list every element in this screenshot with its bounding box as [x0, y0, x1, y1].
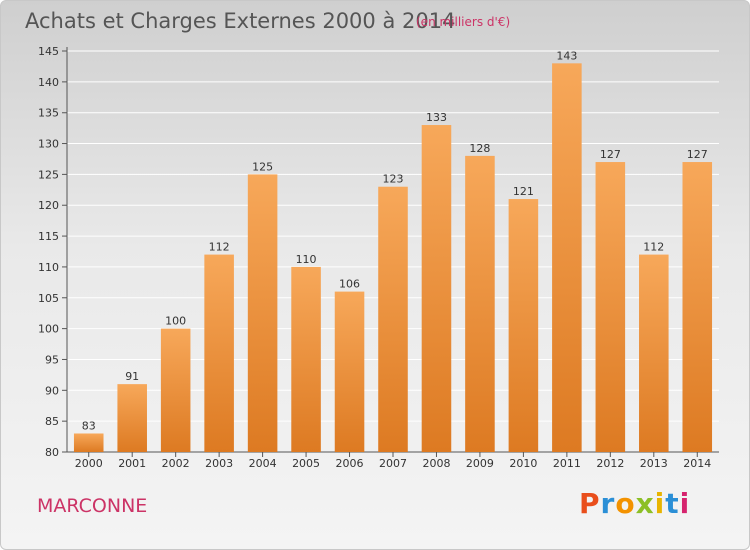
data-label: 125: [252, 160, 273, 173]
x-tick-label: 2006: [336, 457, 364, 470]
y-tick-label: 135: [38, 107, 59, 120]
y-tick-label: 115: [38, 230, 59, 243]
x-tick-label: 2003: [205, 457, 233, 470]
x-tick-label: 2005: [292, 457, 320, 470]
x-tick-label: 2012: [596, 457, 624, 470]
data-label: 127: [687, 148, 708, 161]
y-tick-label: 145: [38, 45, 59, 58]
logo-letter: x: [635, 487, 655, 520]
data-label: 128: [469, 142, 490, 155]
y-tick-label: 130: [38, 138, 59, 151]
bar-2002: [160, 328, 191, 452]
data-label: 133: [426, 111, 447, 124]
bar-2008: [421, 125, 452, 453]
logo-letter: r: [600, 487, 616, 520]
y-tick-label: 90: [45, 384, 59, 397]
bar-2010: [508, 199, 539, 452]
bar-2009: [465, 155, 495, 452]
data-label: 83: [82, 419, 96, 432]
logo-letter: i: [679, 487, 691, 520]
y-tick-label: 120: [38, 199, 59, 212]
bar-2003: [204, 254, 234, 452]
chart-subtitle: (en milliers d'€): [416, 15, 511, 29]
y-tick-label: 95: [45, 353, 59, 366]
bar-2011: [552, 63, 582, 452]
x-tick-label: 2004: [249, 457, 277, 470]
logo-letter: o: [615, 487, 636, 520]
logo-letter: t: [665, 487, 680, 520]
bars: [73, 63, 713, 453]
x-tick-label: 2014: [683, 457, 711, 470]
x-tick-label: 2013: [640, 457, 668, 470]
y-tick-label: 125: [38, 168, 59, 181]
proxiti-logo: Proxiti: [579, 487, 690, 520]
y-tick-label: 110: [38, 261, 59, 274]
bar-2007: [378, 186, 408, 452]
chart-title: Achats et Charges Externes 2000 à 2014: [25, 9, 456, 33]
y-tick-label: 140: [38, 76, 59, 89]
x-tick-label: 2010: [509, 457, 537, 470]
bar-2005: [291, 266, 321, 452]
logo-letter: P: [579, 487, 601, 520]
logo-letter: i: [654, 487, 666, 520]
place-name: MARCONNE: [37, 495, 148, 517]
data-label: 127: [600, 148, 621, 161]
y-tick-label: 100: [38, 323, 59, 336]
y-tick-label: 85: [45, 415, 59, 428]
x-tick-label: 2008: [422, 457, 450, 470]
data-label: 91: [125, 370, 139, 383]
data-label: 123: [383, 173, 404, 186]
data-label: 112: [209, 241, 230, 254]
bar-2014: [682, 162, 713, 453]
data-label: 110: [296, 253, 317, 266]
data-label: 100: [165, 315, 186, 328]
x-tick-label: 2011: [553, 457, 581, 470]
data-label: 143: [556, 49, 577, 62]
y-tick-label: 105: [38, 292, 59, 305]
bar-2013: [639, 254, 669, 452]
bar-2000: [73, 433, 104, 452]
x-tick-label: 2002: [162, 457, 190, 470]
bar-2006: [334, 291, 365, 452]
bar-2001: [117, 384, 147, 452]
x-tick-label: 2009: [466, 457, 494, 470]
y-tick-label: 80: [45, 446, 59, 459]
bar-2004: [247, 174, 278, 452]
x-tick-label: 2001: [118, 457, 146, 470]
data-labels: 83 91 100 112 125 110 106 123 133 128 121 143 127 112…: [82, 49, 708, 432]
x-tick-label: 2007: [379, 457, 407, 470]
data-label: 121: [513, 185, 534, 198]
data-label: 112: [643, 241, 664, 254]
x-tick-label: 2000: [75, 457, 103, 470]
data-label: 106: [339, 278, 360, 291]
axes: 80 85 90 95 100 105 110 115 120 125 130 135 140 145 20…: [38, 45, 719, 470]
bar-2012: [595, 162, 626, 453]
